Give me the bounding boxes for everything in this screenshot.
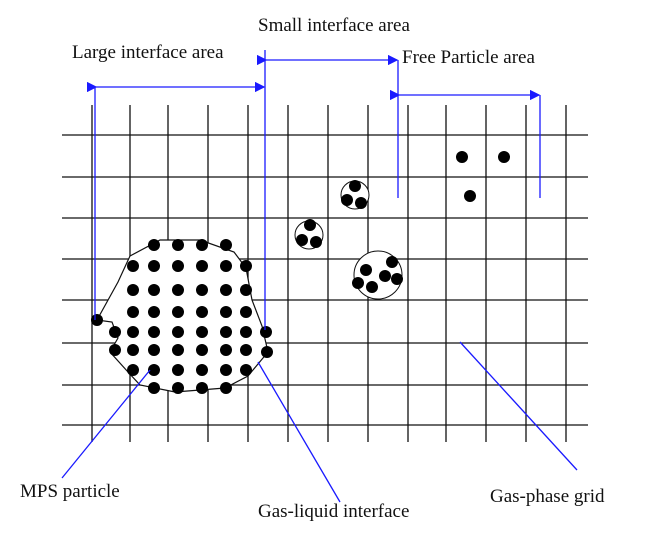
particle <box>456 151 468 163</box>
particle <box>109 344 121 356</box>
particle <box>148 382 160 394</box>
particle <box>391 273 403 285</box>
particle <box>220 326 232 338</box>
particle <box>196 306 208 318</box>
particle <box>127 306 139 318</box>
particle <box>464 190 476 202</box>
particle <box>172 382 184 394</box>
particle <box>220 260 232 272</box>
particle <box>296 234 308 246</box>
particle <box>220 239 232 251</box>
particle <box>260 326 272 338</box>
particle <box>172 284 184 296</box>
particle <box>196 284 208 296</box>
particle <box>172 239 184 251</box>
particle <box>127 344 139 356</box>
particle <box>91 314 103 326</box>
gas-phase-label: Gas-phase grid <box>490 486 605 507</box>
small-interface-label: Small interface area <box>258 15 410 36</box>
particle <box>148 284 160 296</box>
mps-particle-label: MPS particle <box>20 481 120 502</box>
large-interface-label: Large interface area <box>72 42 224 63</box>
particle <box>127 326 139 338</box>
particle <box>220 344 232 356</box>
particle <box>240 344 252 356</box>
particle <box>341 194 353 206</box>
particle <box>261 346 273 358</box>
particle <box>386 256 398 268</box>
particle <box>304 219 316 231</box>
particle <box>379 270 391 282</box>
particle <box>240 284 252 296</box>
particle <box>172 364 184 376</box>
particle <box>196 326 208 338</box>
particle <box>240 364 252 376</box>
particle <box>148 344 160 356</box>
particle <box>355 197 367 209</box>
particle <box>220 364 232 376</box>
particle <box>196 382 208 394</box>
particle <box>148 260 160 272</box>
particle <box>196 239 208 251</box>
particle <box>172 326 184 338</box>
particle <box>220 306 232 318</box>
particle <box>196 344 208 356</box>
particle <box>240 326 252 338</box>
gas-liquid-label: Gas-liquid interface <box>258 501 409 522</box>
particles <box>91 151 510 394</box>
particle <box>498 151 510 163</box>
particle <box>220 382 232 394</box>
free-particle-label: Free Particle area <box>402 47 535 68</box>
particle <box>127 364 139 376</box>
particle <box>172 306 184 318</box>
particle <box>196 260 208 272</box>
particle <box>148 239 160 251</box>
particle <box>310 236 322 248</box>
particle <box>148 306 160 318</box>
particle <box>366 281 378 293</box>
particle <box>220 284 232 296</box>
particle <box>127 284 139 296</box>
particle <box>196 364 208 376</box>
particle <box>352 277 364 289</box>
particle <box>172 344 184 356</box>
particle <box>240 260 252 272</box>
annotation-lines <box>61 50 578 503</box>
particle <box>109 326 121 338</box>
particle <box>127 260 139 272</box>
particle <box>349 180 361 192</box>
particle <box>360 264 372 276</box>
particle <box>148 364 160 376</box>
particle <box>148 326 160 338</box>
particle <box>240 306 252 318</box>
particle <box>172 260 184 272</box>
